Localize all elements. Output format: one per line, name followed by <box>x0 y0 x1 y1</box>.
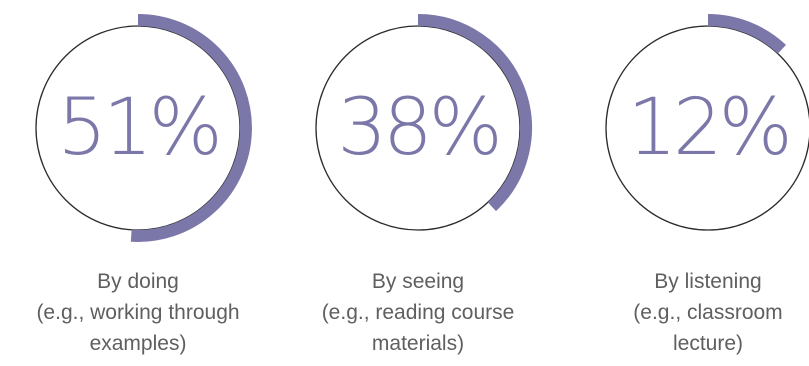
gauge-svg <box>315 14 532 231</box>
gauge-svg <box>605 14 809 231</box>
percent-value: 38% <box>337 83 502 173</box>
caption-line: By seeing <box>371 270 465 293</box>
gauge-outline-circle <box>315 25 521 231</box>
gauge-svg <box>35 14 252 242</box>
gauge-caption: By doing (e.g., working through examples… <box>8 266 268 359</box>
gauge-by-doing: 51% By doing (e.g., working through exam… <box>8 0 268 366</box>
percent-value: 51% <box>57 83 222 173</box>
gauge-progress-arc <box>417 14 532 212</box>
gauge-progress-arc <box>130 14 252 242</box>
caption-line: By doing <box>97 270 179 293</box>
gauge-by-seeing: 38% By seeing (e.g., reading course mate… <box>288 0 548 366</box>
gauge-caption: By listening (e.g., classroom lecture) <box>578 266 809 359</box>
caption-line: (e.g., classroom <box>633 301 783 324</box>
caption-line: lecture) <box>672 332 744 355</box>
gauge-by-listening: 12% By listening (e.g., classroom lectur… <box>578 0 809 366</box>
caption-line: materials) <box>371 332 465 355</box>
caption-line: (e.g., reading course <box>321 301 515 324</box>
gauge-progress-arc <box>707 14 787 54</box>
gauge-outline-circle <box>605 25 809 231</box>
caption-line: By listening <box>654 270 762 293</box>
percent-value: 12% <box>627 83 792 173</box>
caption-line: examples) <box>89 332 187 355</box>
gauge-caption: By seeing (e.g., reading course material… <box>288 266 548 359</box>
caption-line: (e.g., working through <box>36 301 240 324</box>
